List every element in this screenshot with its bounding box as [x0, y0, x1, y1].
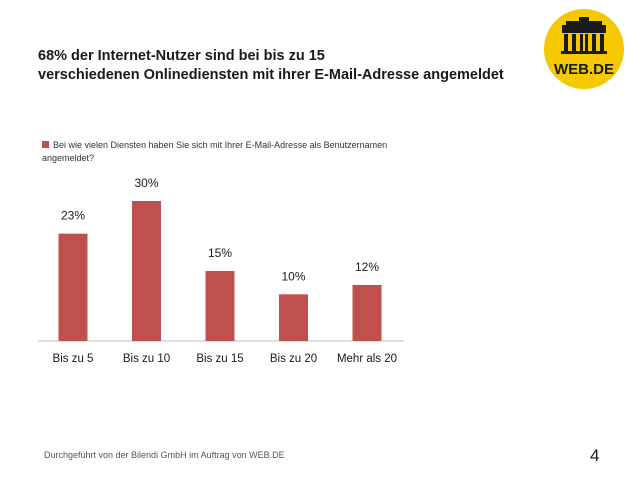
logo-text: WEB.DE — [554, 61, 614, 78]
category-labels-group: Bis zu 5 Bis zu 10 Bis zu 15 Bis zu 20 Mehr … — [53, 353, 398, 365]
legend-text: Bei wie vielen Diensten haben Sie sich m… — [42, 140, 388, 163]
bar-value-label-2: 30% — [134, 176, 158, 190]
chart-legend: Bei wie vielen Diensten haben Sie sich m… — [42, 139, 422, 165]
page-number: 4 — [590, 446, 600, 465]
bar-1 — [58, 233, 88, 341]
bar-value-label-5: 12% — [355, 260, 379, 274]
legend-swatch — [42, 141, 49, 148]
category-label-3: Bis zu 15 — [196, 353, 243, 365]
bar-labels-group: 23% 30% 15% 10% 12% — [61, 176, 379, 283]
bar-value-label-1: 23% — [61, 209, 85, 223]
webde-logo: WEB.DE — [544, 9, 624, 89]
category-label-4: Bis zu 20 — [270, 353, 317, 365]
category-label-2: Bis zu 10 — [123, 353, 170, 365]
bar-5 — [352, 284, 382, 341]
brandenburg-gate-icon — [561, 17, 607, 54]
bars-group — [58, 200, 382, 341]
bar-2 — [132, 200, 161, 341]
title-line-1: 68% der Internet-Nutzer sind bei bis zu … — [38, 48, 325, 64]
bar-4 — [279, 294, 308, 341]
bar-value-label-4: 10% — [281, 269, 305, 283]
title-line-2: verschiedenen Onlinediensten mit ihrer E… — [38, 67, 504, 83]
category-label-1: Bis zu 5 — [53, 353, 94, 365]
bar-3 — [205, 270, 235, 341]
page-title: 68% der Internet-Nutzer sind bei bis zu … — [38, 47, 538, 85]
category-label-5: Mehr als 20 — [337, 353, 397, 365]
bar-value-label-3: 15% — [208, 246, 232, 260]
footer-note: Durchgeführt von der Bilendi GmbH im Auf… — [44, 450, 285, 460]
